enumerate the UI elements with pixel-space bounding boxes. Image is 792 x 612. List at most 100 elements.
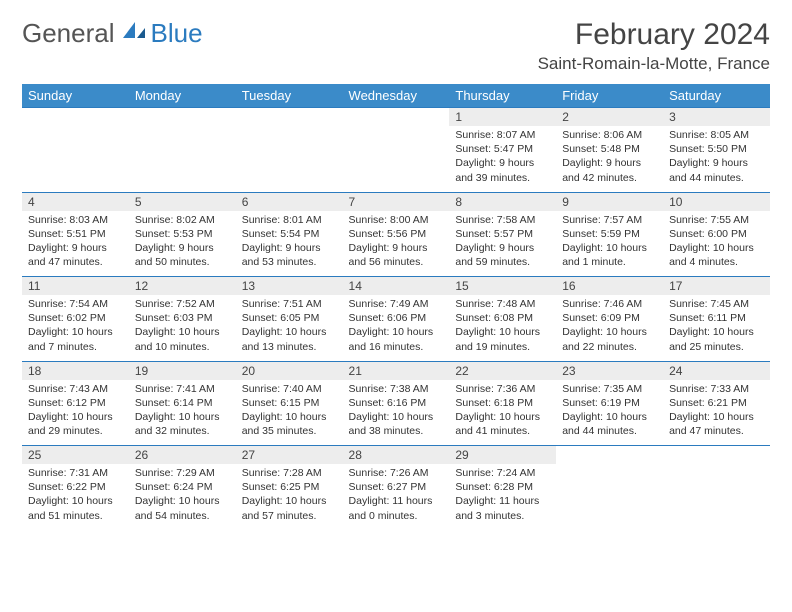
sunset-text: Sunset: 6:12 PM — [28, 396, 123, 410]
sunset-text: Sunset: 6:22 PM — [28, 480, 123, 494]
sunrise-text: Sunrise: 7:26 AM — [349, 466, 444, 480]
day-number-cell: 18 — [22, 361, 129, 380]
day-number-cell — [22, 108, 129, 127]
daylight-text: Daylight: 10 hours and 13 minutes. — [242, 325, 337, 353]
day-number-cell: 19 — [129, 361, 236, 380]
daylight-text: Daylight: 11 hours and 0 minutes. — [349, 494, 444, 522]
day-number-cell: 12 — [129, 277, 236, 296]
day-detail-cell: Sunrise: 7:48 AMSunset: 6:08 PMDaylight:… — [449, 295, 556, 361]
sunset-text: Sunset: 6:19 PM — [562, 396, 657, 410]
daylight-text: Daylight: 10 hours and 10 minutes. — [135, 325, 230, 353]
day-number-row: 45678910 — [22, 192, 770, 211]
daylight-text: Daylight: 10 hours and 1 minute. — [562, 241, 657, 269]
sunset-text: Sunset: 5:57 PM — [455, 227, 550, 241]
day-detail-cell: Sunrise: 7:36 AMSunset: 6:18 PMDaylight:… — [449, 380, 556, 446]
sunrise-text: Sunrise: 7:51 AM — [242, 297, 337, 311]
sunrise-text: Sunrise: 7:54 AM — [28, 297, 123, 311]
day-number-cell: 14 — [343, 277, 450, 296]
sunset-text: Sunset: 5:53 PM — [135, 227, 230, 241]
sunset-text: Sunset: 5:51 PM — [28, 227, 123, 241]
sunrise-text: Sunrise: 7:48 AM — [455, 297, 550, 311]
day-number-cell: 11 — [22, 277, 129, 296]
sunrise-text: Sunrise: 8:05 AM — [669, 128, 764, 142]
day-detail-cell: Sunrise: 8:01 AMSunset: 5:54 PMDaylight:… — [236, 211, 343, 277]
daylight-text: Daylight: 10 hours and 38 minutes. — [349, 410, 444, 438]
day-detail-cell: Sunrise: 7:24 AMSunset: 6:28 PMDaylight:… — [449, 464, 556, 530]
day-number-cell: 16 — [556, 277, 663, 296]
sunset-text: Sunset: 6:24 PM — [135, 480, 230, 494]
sunset-text: Sunset: 5:56 PM — [349, 227, 444, 241]
sunset-text: Sunset: 6:11 PM — [669, 311, 764, 325]
day-detail-cell: Sunrise: 7:43 AMSunset: 6:12 PMDaylight:… — [22, 380, 129, 446]
day-number-cell: 26 — [129, 446, 236, 465]
sunrise-text: Sunrise: 7:35 AM — [562, 382, 657, 396]
sunset-text: Sunset: 6:05 PM — [242, 311, 337, 325]
day-number-cell: 29 — [449, 446, 556, 465]
daylight-text: Daylight: 9 hours and 39 minutes. — [455, 156, 550, 184]
sunrise-text: Sunrise: 7:57 AM — [562, 213, 657, 227]
weekday-header: Sunday — [22, 84, 129, 108]
day-detail-cell — [22, 126, 129, 192]
day-detail-cell — [343, 126, 450, 192]
sunrise-text: Sunrise: 7:36 AM — [455, 382, 550, 396]
weekday-header: Tuesday — [236, 84, 343, 108]
sunset-text: Sunset: 6:14 PM — [135, 396, 230, 410]
day-number-cell: 28 — [343, 446, 450, 465]
day-number-row: 18192021222324 — [22, 361, 770, 380]
day-number-cell: 23 — [556, 361, 663, 380]
day-number-cell: 5 — [129, 192, 236, 211]
day-detail-cell: Sunrise: 7:29 AMSunset: 6:24 PMDaylight:… — [129, 464, 236, 530]
weekday-header: Monday — [129, 84, 236, 108]
day-detail-cell: Sunrise: 7:41 AMSunset: 6:14 PMDaylight:… — [129, 380, 236, 446]
day-number-cell: 9 — [556, 192, 663, 211]
day-detail-cell: Sunrise: 7:57 AMSunset: 5:59 PMDaylight:… — [556, 211, 663, 277]
day-number-cell: 7 — [343, 192, 450, 211]
day-number-row: 2526272829 — [22, 446, 770, 465]
day-detail-cell: Sunrise: 7:31 AMSunset: 6:22 PMDaylight:… — [22, 464, 129, 530]
daylight-text: Daylight: 10 hours and 25 minutes. — [669, 325, 764, 353]
daylight-text: Daylight: 10 hours and 35 minutes. — [242, 410, 337, 438]
sail-icon — [121, 18, 147, 49]
daylight-text: Daylight: 10 hours and 22 minutes. — [562, 325, 657, 353]
day-detail-row: Sunrise: 8:03 AMSunset: 5:51 PMDaylight:… — [22, 211, 770, 277]
day-number-cell: 3 — [663, 108, 770, 127]
sunset-text: Sunset: 5:54 PM — [242, 227, 337, 241]
day-detail-row: Sunrise: 7:31 AMSunset: 6:22 PM Daylight:… — [22, 464, 770, 530]
day-detail-cell: Sunrise: 8:07 AMSunset: 5:47 PMDaylight:… — [449, 126, 556, 192]
day-number-cell — [663, 446, 770, 465]
daylight-text: Daylight: 10 hours and 16 minutes. — [349, 325, 444, 353]
day-detail-cell: Sunrise: 7:40 AMSunset: 6:15 PMDaylight:… — [236, 380, 343, 446]
header: General Blue February 2024 Saint-Romain-… — [22, 18, 770, 74]
weekday-header: Saturday — [663, 84, 770, 108]
daylight-text: Daylight: 9 hours and 50 minutes. — [135, 241, 230, 269]
sunrise-text: Sunrise: 7:38 AM — [349, 382, 444, 396]
sunset-text: Sunset: 6:21 PM — [669, 396, 764, 410]
day-number-cell: 4 — [22, 192, 129, 211]
calendar-table: SundayMondayTuesdayWednesdayThursdayFrid… — [22, 84, 770, 530]
month-title: February 2024 — [538, 18, 770, 52]
day-number-cell: 10 — [663, 192, 770, 211]
sunset-text: Sunset: 6:28 PM — [455, 480, 550, 494]
sunset-text: Sunset: 5:50 PM — [669, 142, 764, 156]
day-detail-cell: Sunrise: 7:58 AMSunset: 5:57 PMDaylight:… — [449, 211, 556, 277]
sunrise-text: Sunrise: 7:31 AM — [28, 466, 123, 480]
day-detail-cell: Sunrise: 7:46 AMSunset: 6:09 PMDaylight:… — [556, 295, 663, 361]
daylight-text: Daylight: 9 hours and 56 minutes. — [349, 241, 444, 269]
day-detail-cell — [556, 464, 663, 530]
brand-logo: General Blue — [22, 18, 203, 49]
brand-part1: General — [22, 18, 115, 49]
sunrise-text: Sunrise: 8:00 AM — [349, 213, 444, 227]
day-detail-cell: Sunrise: 7:35 AMSunset: 6:19 PMDaylight:… — [556, 380, 663, 446]
daylight-text: Daylight: 10 hours and 44 minutes. — [562, 410, 657, 438]
daylight-text: Daylight: 9 hours and 47 minutes. — [28, 241, 123, 269]
daylight-text: Daylight: 10 hours and 7 minutes. — [28, 325, 123, 353]
sunrise-text: Sunrise: 8:01 AM — [242, 213, 337, 227]
day-detail-cell: Sunrise: 7:45 AMSunset: 6:11 PMDaylight:… — [663, 295, 770, 361]
day-detail-cell: Sunrise: 7:54 AMSunset: 6:02 PMDaylight:… — [22, 295, 129, 361]
sunrise-text: Sunrise: 7:58 AM — [455, 213, 550, 227]
sunrise-text: Sunrise: 7:40 AM — [242, 382, 337, 396]
daylight-text: Daylight: 9 hours and 44 minutes. — [669, 156, 764, 184]
day-detail-cell: Sunrise: 7:38 AMSunset: 6:16 PMDaylight:… — [343, 380, 450, 446]
title-block: February 2024 Saint-Romain-la-Motte, Fra… — [538, 18, 770, 74]
daylight-text: Daylight: 10 hours and 4 minutes. — [669, 241, 764, 269]
